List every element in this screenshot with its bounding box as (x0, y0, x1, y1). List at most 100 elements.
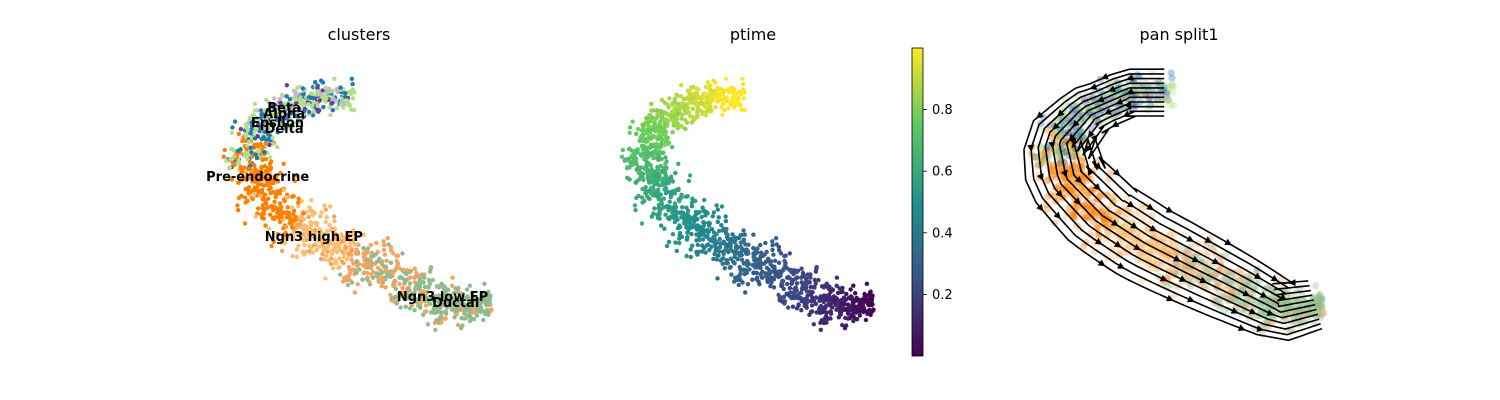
cluster-point (412, 266, 418, 271)
cluster-point (455, 322, 461, 328)
cluster-point (259, 164, 264, 170)
cluster-point (351, 237, 356, 242)
ptime-point (694, 238, 699, 243)
ptime-point (740, 81, 746, 87)
cluster-point (407, 269, 412, 275)
ptime-point (742, 108, 747, 113)
cluster-point (372, 261, 378, 266)
colorbar-tick-label: 0.8 (932, 103, 953, 118)
cluster-point (460, 307, 465, 312)
ptime-point (694, 211, 700, 216)
ptime-point (636, 193, 641, 199)
ptime-point (747, 267, 752, 272)
cluster-point (284, 195, 289, 200)
cluster-point (278, 170, 283, 176)
ptime-point (701, 228, 706, 233)
ptime-point (828, 316, 833, 321)
ptime-point (644, 116, 649, 121)
cluster-point (275, 130, 280, 135)
cluster-point (238, 165, 243, 170)
cluster-point (323, 276, 328, 281)
cluster-point (394, 258, 399, 264)
ptime-point (664, 165, 669, 171)
ptime-point (733, 276, 739, 281)
cluster-point (256, 206, 261, 211)
ptime-point (857, 313, 862, 318)
cluster-point (290, 253, 295, 259)
ptime-point (639, 153, 645, 159)
ptime-point (865, 311, 870, 316)
ptime-point (705, 80, 711, 85)
cluster-point (365, 270, 370, 276)
ptime-point (779, 283, 784, 289)
cluster-point (247, 116, 252, 121)
cluster-point (236, 131, 241, 137)
cluster-point (370, 270, 376, 275)
ptime-point (760, 270, 765, 275)
cluster-point (308, 220, 313, 225)
ptime-point (680, 205, 685, 210)
ptime-point (789, 267, 794, 273)
ptime-point (661, 126, 666, 131)
cluster-point (315, 85, 320, 91)
cluster-point (407, 281, 413, 286)
cluster-point (244, 147, 249, 152)
cluster-point (339, 232, 344, 237)
cluster-point (442, 309, 448, 315)
cluster-point (402, 280, 407, 285)
ptime-point (730, 239, 735, 244)
cluster-point (451, 290, 456, 296)
cluster-point (243, 122, 248, 127)
cluster-point (310, 250, 315, 255)
cluster-point (437, 316, 442, 322)
ptime-point (732, 254, 737, 259)
cluster-point (292, 89, 298, 95)
ptime-point (799, 280, 804, 285)
ptime-point (784, 291, 789, 296)
cluster-point (246, 187, 251, 192)
ptime-point (808, 284, 814, 290)
ptime-point (643, 139, 649, 144)
cluster-point (253, 214, 258, 219)
ptime-point (663, 121, 668, 127)
cluster-point (292, 110, 298, 115)
cluster-point (222, 147, 227, 153)
cluster-point (311, 100, 316, 105)
ptime-point (770, 243, 775, 248)
cluster-point (232, 119, 238, 124)
cluster-point (404, 271, 409, 277)
cluster-point (468, 304, 473, 310)
ptime-point (695, 109, 700, 114)
cluster-point (356, 242, 361, 247)
ptime-point (703, 92, 708, 97)
ptime-point (768, 270, 773, 275)
cluster-point (360, 277, 365, 282)
cluster-point (280, 111, 286, 117)
cluster-point (249, 120, 254, 125)
cluster-point (269, 243, 274, 249)
cluster-point (232, 162, 237, 168)
cluster-point (344, 257, 350, 262)
ptime-point (677, 123, 683, 128)
ptime-point (723, 218, 729, 224)
cluster-point (279, 92, 284, 98)
cluster-point (319, 78, 324, 83)
ptime-point (770, 247, 775, 253)
ptime-point (701, 220, 706, 225)
cluster-point (353, 251, 359, 256)
ptime-point (647, 188, 652, 193)
ptime-point (664, 181, 669, 186)
cluster-point (243, 138, 249, 144)
ptime-point (672, 201, 678, 206)
cluster-point (393, 286, 399, 292)
ptime-point (664, 243, 670, 249)
ptime-point (735, 257, 740, 262)
cluster-point (457, 302, 463, 307)
ptime-point (654, 141, 659, 147)
pan-split1-point (1109, 197, 1117, 206)
ptime-point (843, 307, 849, 312)
cluster-point (482, 281, 487, 286)
ptime-point (654, 193, 659, 199)
cluster-point (371, 253, 376, 259)
cluster-point (294, 247, 300, 252)
